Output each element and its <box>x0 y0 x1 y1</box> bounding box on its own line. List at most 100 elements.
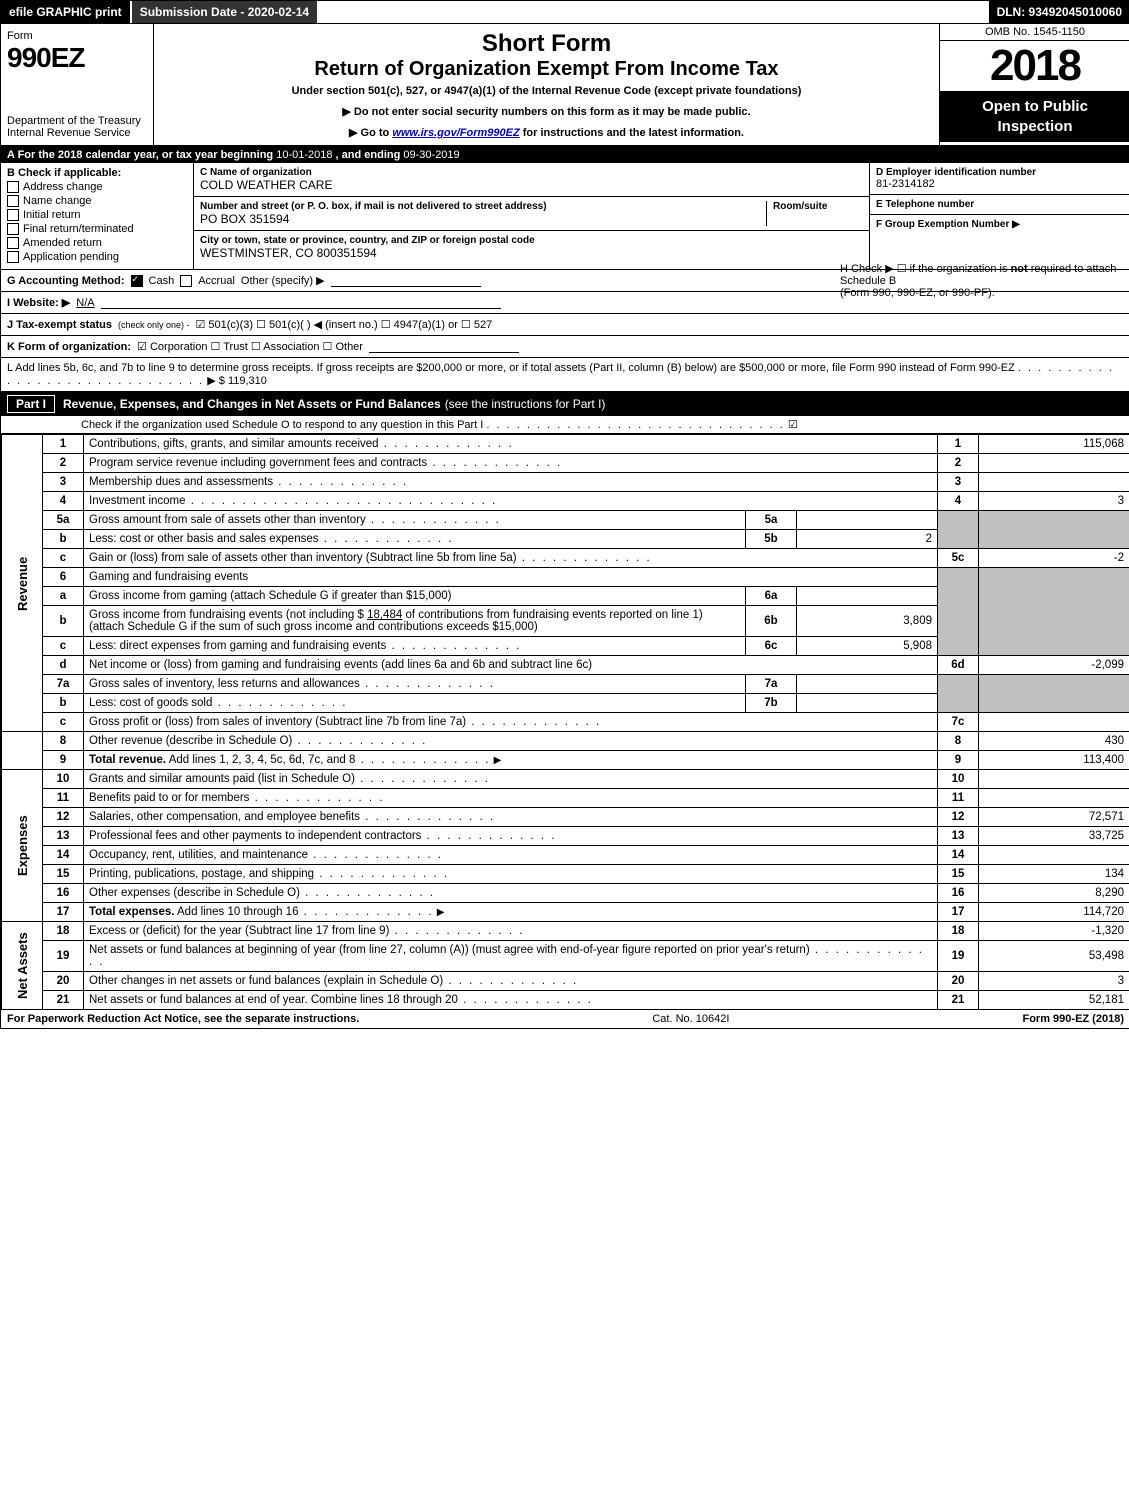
text: Gross profit or (loss) from sales of inv… <box>89 716 466 728</box>
e-section: E Telephone number <box>870 195 1129 215</box>
info-row: B Check if applicable: Address change Na… <box>1 163 1129 270</box>
line-num: 6 <box>43 568 84 587</box>
cb-final-return[interactable]: Final return/terminated <box>7 223 187 235</box>
period-mid: , and ending <box>336 149 404 161</box>
line-num: 14 <box>43 846 84 865</box>
dln: DLN: 93492045010060 <box>989 1 1129 23</box>
cb-name-change[interactable]: Name change <box>7 195 187 207</box>
line-num: 12 <box>43 808 84 827</box>
text: Program service revenue including govern… <box>89 457 427 469</box>
g-other: Other (specify) ▶ <box>241 274 325 287</box>
website-value: N/A <box>76 297 94 309</box>
line-5a: 5a Gross amount from sale of assets othe… <box>2 511 1129 530</box>
line-num: 18 <box>43 922 84 941</box>
line-21: 21 Net assets or fund balances at end of… <box>2 991 1129 1010</box>
cb-cash-icon[interactable] <box>131 275 143 287</box>
amount: 113,400 <box>979 751 1129 770</box>
k-opts: ☑ Corporation ☐ Trust ☐ Association ☐ Ot… <box>137 340 363 353</box>
text: Net assets or fund balances at beginning… <box>89 944 810 956</box>
col-num: 15 <box>938 865 979 884</box>
form-number: 990EZ <box>7 42 147 74</box>
line-text: Total expenses. Add lines 10 through 16T… <box>84 903 938 922</box>
form-990ez-page: efile GRAPHIC print Submission Date - 20… <box>0 0 1129 1029</box>
line-text: Gross income from gaming (attach Schedul… <box>84 587 746 606</box>
amount: 134 <box>979 865 1129 884</box>
dots-icon <box>273 476 408 488</box>
j-row: J Tax-exempt status (check only one) - ☑… <box>1 314 1129 336</box>
line-num: 15 <box>43 865 84 884</box>
room-label: Room/suite <box>773 201 863 212</box>
sub-val <box>797 694 938 713</box>
open-to-public: Open to Public Inspection <box>940 91 1129 142</box>
form-subtitle: Under section 501(c), 527, or 4947(a)(1)… <box>164 85 929 97</box>
header-right: OMB No. 1545-1150 2018 Open to Public In… <box>939 24 1129 145</box>
omb-number: OMB No. 1545-1150 <box>940 24 1129 41</box>
col-num: 16 <box>938 884 979 903</box>
g-other-blank[interactable] <box>331 274 481 287</box>
k-label: K Form of organization: <box>7 341 131 353</box>
k-row: K Form of organization: ☑ Corporation ☐ … <box>1 336 1129 358</box>
line-text: Gross profit or (loss) from sales of inv… <box>84 713 938 732</box>
amount: 72,571 <box>979 808 1129 827</box>
header-center: Short Form Return of Organization Exempt… <box>154 24 939 145</box>
dots-icon <box>427 457 562 469</box>
line-13: 13 Professional fees and other payments … <box>2 827 1129 846</box>
dept-treasury: Department of the Treasury <box>7 115 147 127</box>
line-19: 19 Net assets or fund balances at beginn… <box>2 941 1129 972</box>
line-text: Other changes in net assets or fund bala… <box>84 972 938 991</box>
cb-app-pending[interactable]: Application pending <box>7 251 187 263</box>
checkbox-icon <box>7 195 19 207</box>
dots-icon <box>486 419 784 431</box>
dots-icon <box>458 994 593 1006</box>
checkbox-icon <box>7 181 19 193</box>
j-opts: ☑ 501(c)(3) ☐ 501(c)( ) ◀ (insert no.) ☐… <box>195 318 492 331</box>
revenue-side-cont <box>2 732 43 770</box>
period-end: 09-30-2019 <box>403 149 459 161</box>
efile-print[interactable]: efile GRAPHIC print <box>1 1 130 23</box>
text: Printing, publications, postage, and shi… <box>89 868 314 880</box>
text: Other expenses (describe in Schedule O) <box>89 887 300 899</box>
line-14: 14 Occupancy, rent, utilities, and maint… <box>2 846 1129 865</box>
amount: -2 <box>979 549 1129 568</box>
col-num: 6d <box>938 656 979 675</box>
line-9: 9 Total revenue. Total revenue. Add line… <box>2 751 1129 770</box>
line-8: 8 Other revenue (describe in Schedule O)… <box>2 732 1129 751</box>
cb-accrual-icon[interactable] <box>180 275 192 287</box>
amount: 3 <box>979 492 1129 511</box>
dots-icon <box>379 438 514 450</box>
cb-address-change[interactable]: Address change <box>7 181 187 193</box>
check-text: Check if the organization used Schedule … <box>81 419 483 431</box>
line-text: Gain or (loss) from sale of assets other… <box>84 549 938 568</box>
text: Salaries, other compensation, and employ… <box>89 811 360 823</box>
col-num: 20 <box>938 972 979 991</box>
line-num: b <box>43 694 84 713</box>
cb-initial-return[interactable]: Initial return <box>7 209 187 221</box>
sub-col: 6c <box>746 637 797 656</box>
line-num: 21 <box>43 991 84 1010</box>
goto-line: ▶ Go to www.irs.gov/Form990EZ for instru… <box>164 126 929 139</box>
h-not: not <box>1011 263 1028 275</box>
line-7a: 7a Gross sales of inventory, less return… <box>2 675 1129 694</box>
form-title: Return of Organization Exempt From Incom… <box>164 58 929 81</box>
line-text: Gross sales of inventory, less returns a… <box>84 675 746 694</box>
text: Benefits paid to or for members <box>89 792 249 804</box>
shaded-cell <box>938 511 979 549</box>
line-text: Less: direct expenses from gaming and fu… <box>84 637 746 656</box>
e-label: E Telephone number <box>876 199 1124 210</box>
g-label: G Accounting Method: <box>7 275 125 287</box>
cb-amended[interactable]: Amended return <box>7 237 187 249</box>
line-4: 4 Investment income 4 3 <box>2 492 1129 511</box>
text: Professional fees and other payments to … <box>89 830 421 842</box>
text: Investment income <box>89 495 186 507</box>
line-num: 20 <box>43 972 84 991</box>
checkbox-icon <box>7 209 19 221</box>
short-form: Short Form <box>164 30 929 58</box>
dots-icon <box>292 735 427 747</box>
dots-icon <box>389 925 524 937</box>
irs-link[interactable]: www.irs.gov/Form990EZ <box>392 127 519 139</box>
line-20: 20 Other changes in net assets or fund b… <box>2 972 1129 991</box>
dots-icon <box>249 792 384 804</box>
fill-6b: 18,484 <box>367 609 402 621</box>
sub-val: 5,908 <box>797 637 938 656</box>
text: Excess or (deficit) for the year (Subtra… <box>89 925 389 937</box>
